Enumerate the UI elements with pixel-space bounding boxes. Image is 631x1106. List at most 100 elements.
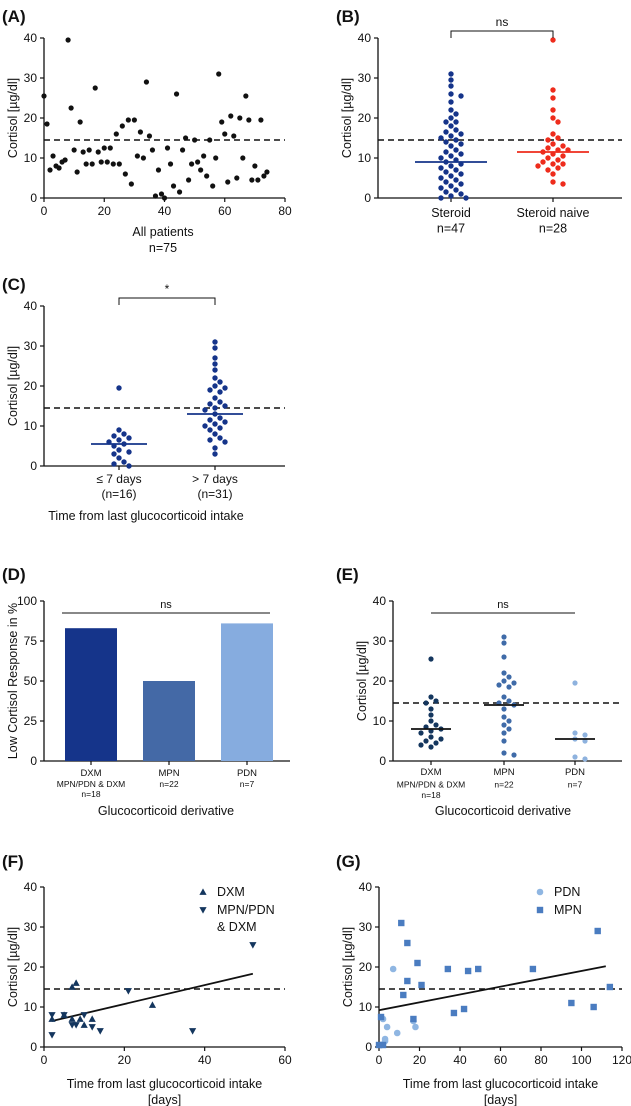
panel-f-point — [72, 979, 80, 986]
panel-b-category-n: n=28 — [539, 222, 567, 236]
panel-e-point — [423, 700, 429, 706]
panel-d-y-label: Low Cortisol Response in % — [6, 603, 20, 759]
panel-g-y-tick-label: 30 — [359, 920, 373, 934]
panel-a-point — [134, 153, 140, 159]
panel-d-y-tick-label: 50 — [24, 674, 38, 688]
panel-b-point — [438, 195, 444, 201]
panel-a-point — [207, 137, 213, 143]
panel-g-point — [404, 977, 411, 985]
panel-g-point — [400, 991, 407, 999]
panel-e-point — [496, 682, 502, 688]
panel-a-y-tick-label: 20 — [24, 111, 38, 125]
panel-g-point — [529, 965, 537, 973]
panel-b-point — [545, 155, 551, 161]
panel-c-point — [222, 403, 228, 409]
panel-e-point — [511, 680, 517, 686]
panel-c-point — [212, 355, 218, 361]
panel-b-point — [555, 157, 561, 163]
panel-b-point — [550, 161, 556, 167]
panel-b-point — [443, 149, 449, 155]
panel-b-point — [555, 135, 561, 141]
panel-b-point — [555, 119, 561, 125]
panel-a-point — [98, 159, 104, 165]
panel-b-point — [438, 185, 444, 191]
panel-e-point — [428, 734, 434, 740]
panel-c-point — [126, 449, 132, 455]
panel-f-point — [48, 1015, 56, 1022]
panel-a-point — [222, 131, 228, 137]
panel-a-point — [104, 159, 110, 165]
panel-a-point — [237, 115, 243, 121]
panel-g-point — [568, 999, 575, 1007]
panel-c-point — [212, 431, 218, 437]
panel-f-legend-label-2: & DXM — [217, 920, 257, 934]
panel-b-point — [555, 165, 561, 171]
panel-e-category-label: DXM — [420, 767, 441, 778]
panel-e-point — [501, 722, 507, 728]
panel-a-point — [113, 131, 119, 137]
panel-e-point — [582, 732, 588, 738]
panel-g-point — [594, 927, 601, 935]
panel-e-point — [428, 712, 434, 718]
panel-e-y-tick-label: 10 — [373, 714, 387, 728]
panel-a-y-label: Cortisol [µg/dl] — [6, 78, 20, 158]
panel-a-point — [198, 167, 204, 173]
panel-e-point — [433, 740, 439, 746]
panel-b-point — [453, 147, 459, 153]
panel-g-point — [404, 939, 411, 947]
panel-a-point — [77, 119, 83, 125]
panel-g-point — [381, 1035, 389, 1043]
panel-a-point — [173, 91, 180, 97]
panel-b-point — [550, 95, 556, 101]
panel-c-point — [217, 425, 223, 431]
panel-b-point — [448, 163, 454, 169]
panel-f-legend-label: DXM — [217, 885, 245, 899]
panel-g-point — [377, 1013, 385, 1021]
panel-c-point — [116, 447, 122, 453]
panel-e-point — [501, 654, 507, 660]
panel-a-point — [146, 133, 153, 139]
panel-b-point — [443, 119, 449, 125]
panel-b-point — [448, 143, 454, 149]
panel-b-y-label: Cortisol [µg/dl] — [340, 78, 354, 158]
panel-a-point — [125, 117, 131, 123]
panel-b-point — [448, 99, 454, 105]
panel-f-point — [124, 988, 132, 995]
panel-f-x-label-2: [days] — [148, 1093, 181, 1106]
panel-b-point — [453, 167, 459, 173]
panel-e-point — [501, 714, 507, 720]
panel-e-point — [433, 722, 439, 728]
panel-b-point — [560, 153, 566, 159]
panel-g-x-tick-label: 40 — [453, 1053, 467, 1067]
panel-b-point — [448, 183, 454, 189]
panel-b-point — [448, 133, 454, 139]
panel-a-point — [137, 129, 143, 135]
panel-a-point — [225, 179, 231, 185]
panel-f-point — [96, 1028, 104, 1035]
panel-f-point — [76, 1015, 84, 1022]
panel-b-point — [448, 173, 454, 179]
panel-f-point — [88, 1024, 96, 1031]
panel-a-point — [50, 153, 56, 159]
panel-f-point — [68, 1015, 76, 1022]
panel-a-point — [155, 167, 162, 173]
panel-c-point — [212, 367, 218, 373]
panel-c-point — [202, 423, 208, 429]
panel-c-y-tick-label: 10 — [24, 419, 38, 433]
panel-b-point — [458, 151, 464, 157]
panel-e-point — [506, 684, 512, 690]
panel-c-point — [212, 395, 218, 401]
panel-c-point — [222, 439, 228, 445]
panel-a-point — [234, 175, 240, 181]
panel-c-point — [207, 427, 213, 433]
panel-f-point — [72, 1022, 80, 1029]
panel-c-point — [217, 435, 223, 441]
panel-f-point — [148, 1001, 157, 1008]
panel-f-point — [80, 1021, 88, 1028]
panel-b-point — [458, 171, 464, 177]
panel-c-point — [111, 433, 117, 439]
panel-g-point — [418, 981, 425, 989]
panel-a-x-tick-label: 0 — [41, 204, 48, 218]
panel-c-point — [212, 421, 218, 427]
panel-a-point — [213, 155, 219, 161]
